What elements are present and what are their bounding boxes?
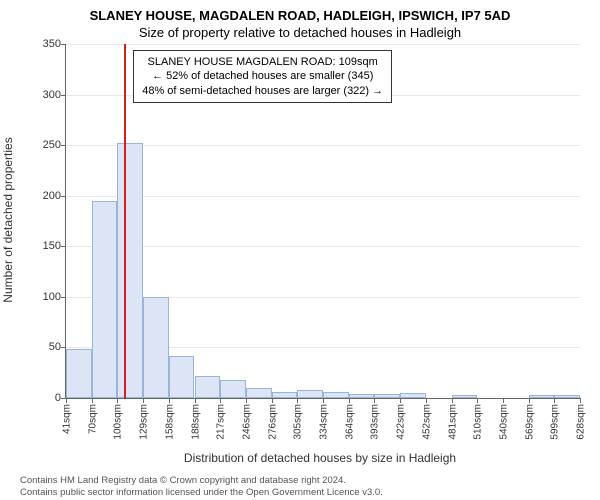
histogram-bar: [529, 395, 555, 398]
x-tick-label: 158sqm: [162, 404, 175, 440]
histogram-bar: [452, 395, 478, 398]
histogram-bar: [349, 394, 375, 398]
histogram-bar: [297, 390, 323, 398]
y-tick-label: 200: [43, 190, 66, 202]
histogram-bar: [374, 394, 400, 398]
plot-region: 05010015020025030035041sqm70sqm100sqm129…: [65, 44, 580, 399]
x-tick-mark: [272, 398, 273, 403]
footer-line-1: Contains HM Land Registry data © Crown c…: [20, 475, 590, 487]
histogram-bar: [92, 201, 118, 398]
x-tick-label: 276sqm: [265, 404, 278, 440]
x-tick-mark: [92, 398, 93, 403]
x-tick-mark: [477, 398, 478, 403]
x-tick-label: 364sqm: [342, 404, 355, 440]
x-tick-mark: [554, 398, 555, 403]
x-tick-label: 393sqm: [368, 404, 381, 440]
y-tick-label: 350: [43, 38, 66, 50]
y-tick-label: 100: [43, 291, 66, 303]
x-tick-label: 129sqm: [137, 404, 150, 440]
property-marker-line: [124, 44, 126, 398]
x-tick-label: 481sqm: [445, 404, 458, 440]
x-tick-label: 422sqm: [394, 404, 407, 440]
x-tick-mark: [374, 398, 375, 403]
histogram-bar: [66, 349, 92, 398]
x-tick-label: 452sqm: [419, 404, 432, 440]
x-tick-mark: [195, 398, 196, 403]
histogram-bar: [323, 392, 349, 398]
y-tick-label: 0: [55, 392, 66, 404]
grid-line: [66, 246, 580, 247]
x-tick-mark: [143, 398, 144, 403]
grid-line: [66, 196, 580, 197]
x-tick-label: 510sqm: [471, 404, 484, 440]
y-tick-label: 250: [43, 139, 66, 151]
x-tick-mark: [117, 398, 118, 403]
histogram-bar: [117, 143, 143, 398]
chart-container: SLANEY HOUSE, MAGDALEN ROAD, HADLEIGH, I…: [0, 0, 600, 500]
x-tick-mark: [400, 398, 401, 403]
chart-plot-area: 05010015020025030035041sqm70sqm100sqm129…: [65, 44, 580, 399]
grid-line: [66, 44, 580, 45]
x-tick-mark: [426, 398, 427, 403]
x-tick-label: 334sqm: [317, 404, 330, 440]
histogram-bar: [143, 297, 169, 398]
annotation-box: SLANEY HOUSE MAGDALEN ROAD: 109sqm← 52% …: [133, 50, 392, 103]
x-tick-label: 305sqm: [291, 404, 304, 440]
histogram-bar: [272, 392, 298, 398]
grid-line: [66, 145, 580, 146]
x-tick-mark: [246, 398, 247, 403]
annotation-line-1: SLANEY HOUSE MAGDALEN ROAD: 109sqm: [142, 55, 383, 69]
x-tick-mark: [297, 398, 298, 403]
x-tick-label: 217sqm: [214, 404, 227, 440]
x-tick-mark: [452, 398, 453, 403]
x-tick-label: 100sqm: [111, 404, 124, 440]
y-tick-label: 150: [43, 240, 66, 252]
annotation-line-2: ← 52% of detached houses are smaller (34…: [142, 69, 383, 83]
y-tick-label: 50: [49, 341, 66, 353]
histogram-bar: [220, 380, 246, 398]
x-tick-label: 569sqm: [522, 404, 535, 440]
chart-title-main: SLANEY HOUSE, MAGDALEN ROAD, HADLEIGH, I…: [10, 8, 590, 23]
x-tick-mark: [529, 398, 530, 403]
x-tick-label: 70sqm: [85, 404, 98, 434]
histogram-bar: [554, 395, 580, 398]
x-tick-mark: [580, 398, 581, 403]
histogram-bar: [169, 356, 195, 398]
x-tick-label: 41sqm: [60, 404, 73, 434]
chart-footer: Contains HM Land Registry data © Crown c…: [20, 475, 590, 500]
x-tick-mark: [169, 398, 170, 403]
x-tick-label: 188sqm: [188, 404, 201, 440]
x-tick-mark: [503, 398, 504, 403]
x-tick-mark: [323, 398, 324, 403]
y-axis-label: Number of detached properties: [1, 137, 15, 302]
histogram-bar: [195, 376, 221, 398]
x-tick-label: 599sqm: [548, 404, 561, 440]
footer-line-2: Contains public sector information licen…: [20, 487, 590, 499]
annotation-line-3: 48% of semi-detached houses are larger (…: [142, 84, 383, 98]
chart-title-sub: Size of property relative to detached ho…: [10, 25, 590, 40]
x-axis-label: Distribution of detached houses by size …: [50, 451, 590, 465]
x-tick-mark: [220, 398, 221, 403]
x-tick-label: 628sqm: [574, 404, 587, 440]
x-tick-label: 246sqm: [239, 404, 252, 440]
x-tick-mark: [66, 398, 67, 403]
x-tick-label: 540sqm: [496, 404, 509, 440]
histogram-bar: [246, 388, 272, 398]
x-tick-mark: [349, 398, 350, 403]
y-tick-label: 300: [43, 89, 66, 101]
histogram-bar: [400, 393, 426, 398]
